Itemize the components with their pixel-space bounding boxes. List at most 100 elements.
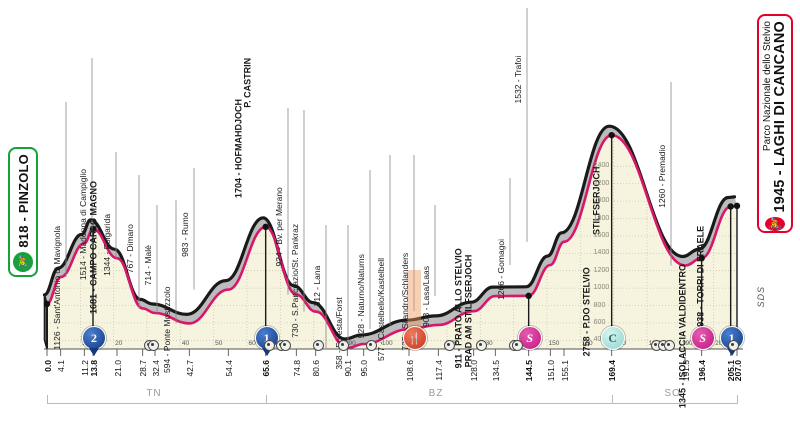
region-bracket-end (737, 395, 738, 404)
finish-flag[interactable]: 1945 - LAGHI DI CANCANO Parco Nazionale … (757, 14, 793, 233)
elevation-tick-label: 2400 (593, 162, 610, 170)
place-label: 1126 - Sant'Antonio di Mavignola (52, 225, 63, 350)
intermediate-sprint-isolaccia-marker[interactable]: S (690, 326, 715, 350)
elevation-tick-label: 1600 (593, 231, 610, 239)
elevation-tick-label: 400 (593, 336, 606, 344)
tunnel-marker-icon (365, 340, 377, 351)
start-flag[interactable]: 818 - PINZOLO 🚴 (8, 147, 38, 277)
km-axis-tick: 150 (548, 340, 560, 347)
tunnel-marker-icon (264, 340, 276, 351)
place-label: 1681 - CAMPO CARLO MAGNO (88, 181, 99, 315)
km-distance-label: 169.4 (607, 360, 618, 382)
elevation-tick-label: 2000 (593, 197, 610, 205)
place-label: 908 - Lasa/Laas (421, 265, 432, 327)
region-code-label: TN (146, 388, 162, 399)
km-distance-label: 65.6 (261, 360, 272, 377)
place-label: 1514 - Madonna di Campiglio (78, 169, 89, 281)
km-distance-label: 54.4 (223, 360, 234, 377)
tunnel-marker-icon (147, 340, 159, 351)
km-distance-label: 196.4 (697, 360, 708, 382)
finish-label: 1945 - LAGHI DI CANCANO (772, 21, 789, 213)
region-bracket (611, 403, 737, 404)
gpm-cat2-campo-carlo-magno-marker[interactable]: 2 (82, 326, 106, 356)
km-distance-label: 134.5 (490, 360, 501, 382)
place-label: 1344 - Folgarida (102, 213, 113, 276)
km-distance-label: 151.0 (545, 360, 556, 382)
tunnel-marker-icon (444, 340, 456, 351)
place-label: PRAD AM STILFSERJOCH (463, 254, 474, 368)
km-axis-tick: 60 (248, 340, 256, 347)
place-label: 911 - PRATO ALLO STELVIO (453, 248, 464, 369)
elevation-tick-label: 1000 (593, 284, 610, 292)
tunnel-marker-icon (337, 340, 349, 351)
km-distance-label: 207.0 (732, 360, 743, 382)
km-axis-tick: 50 (215, 340, 223, 347)
elevation-tick-label: 2200 (593, 179, 610, 187)
km-distance-label: 32.4 (150, 360, 161, 377)
km-distance-label: 74.8 (291, 360, 302, 377)
place-label: 312 - Lana (312, 265, 323, 307)
place-label: 730 - S.Pancrazio/St. Pankraz (290, 223, 301, 338)
km-axis-tick: 160 (581, 340, 593, 347)
km-axis-tick: 90 (348, 340, 356, 347)
km-distance-label: 80.6 (311, 360, 322, 377)
place-label: 1532 - Trafoi (513, 55, 524, 104)
place-label: 1266 - Gomagoi (496, 238, 507, 300)
finish-subtitle: Parco Nazionale dello Stelvio (762, 21, 774, 152)
elevation-tick-label: 1200 (593, 266, 610, 274)
place-label: 924 - Bv. per Merano (274, 187, 285, 267)
place-label: P. CASTRIN (242, 57, 253, 108)
place-label: 594 - Ponte Mostizzolo (162, 286, 173, 373)
sds-note: SDS (756, 286, 766, 308)
km-axis-tick: 130 (481, 340, 493, 347)
km-distance-label: 4.1 (56, 360, 67, 372)
region-bracket (265, 403, 612, 404)
elevation-tick-label: 600 (593, 318, 606, 326)
km-distance-label: 21.0 (112, 360, 123, 377)
km-distance-label: 90.1 (342, 360, 353, 377)
cima-coppi-stelvio-marker[interactable]: C (600, 326, 625, 350)
km-axis-tick: 20 (115, 340, 123, 347)
region-code-label: SO (664, 388, 681, 399)
km-distance-label: 155.1 (559, 360, 570, 382)
place-label: 767 - Dimaro (125, 224, 136, 274)
feed-zone-marker[interactable]: 🍴 (402, 326, 427, 350)
region-bracket (47, 403, 266, 404)
tunnel-marker-icon (512, 340, 524, 351)
km-axis-tick: 190 (681, 340, 693, 347)
tunnel-marker-icon (279, 340, 291, 351)
cyclist-icon: 🚴 (765, 216, 785, 231)
place-label: 1704 - HOFMAHDJOCH (233, 99, 244, 199)
region-bracket-end (47, 395, 48, 404)
km-distance-label: 128.0 (469, 360, 480, 382)
km-distance-label: 95.0 (359, 360, 370, 377)
place-label: 714 - Malè (143, 245, 154, 286)
km-axis-tick: 40 (181, 340, 190, 347)
place-label: 1345 - ISOLACCIA VALDIDENTRO (677, 264, 688, 409)
tunnel-marker-icon (727, 340, 739, 351)
km-distance-label: 144.5 (524, 360, 535, 382)
km-distance-label: 28.7 (138, 360, 149, 377)
place-label: 1260 - Premadio (657, 144, 668, 208)
km-axis-tick: 100 (381, 340, 393, 347)
region-bracket-end (265, 395, 267, 404)
km-distance-label: 108.6 (404, 360, 415, 382)
km-distance-label: 42.7 (184, 360, 195, 377)
region-bracket-end (611, 395, 613, 404)
place-label: 528 - Naturno/Naturns (356, 254, 367, 339)
region-code-label: BZ (428, 388, 444, 399)
km-distance-label: 117.4 (433, 360, 444, 381)
place-label: 983 - Rumo (180, 212, 191, 257)
km-distance-label: 13.8 (88, 360, 99, 377)
km-distance-label: 191.5 (680, 360, 691, 382)
elevation-tick-label: 1400 (593, 249, 610, 257)
tunnel-marker-icon (475, 340, 487, 351)
elevation-tick-label: 1800 (593, 214, 610, 222)
place-label: 1938 - TORRI DI FRAELE (695, 225, 706, 332)
cyclist-icon: 🚴 (13, 251, 33, 272)
tunnel-marker-icon (664, 340, 676, 351)
